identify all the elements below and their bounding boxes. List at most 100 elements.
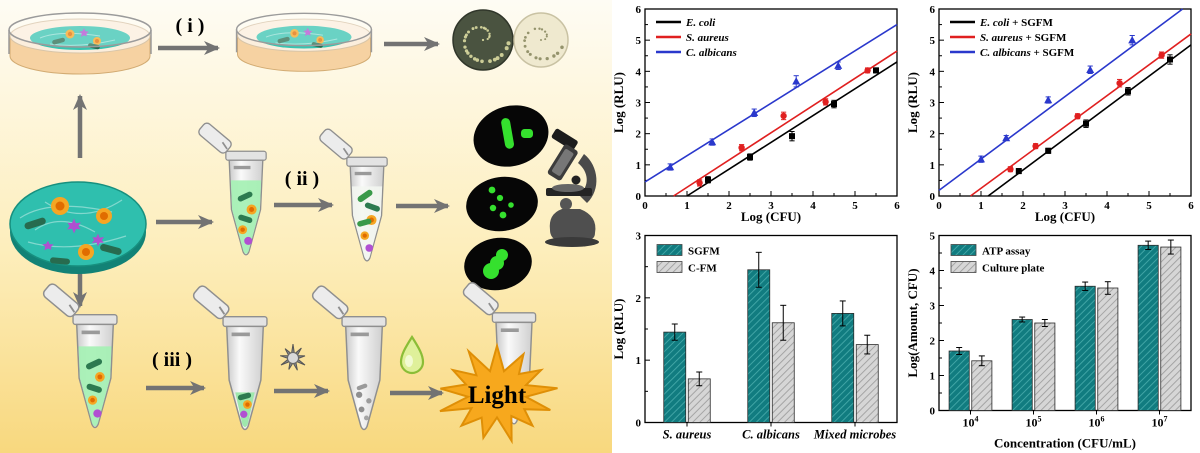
series-s-aureus (970, 33, 1192, 197)
legend-label: C. albicans (686, 47, 737, 59)
svg-text:3: 3 (1062, 200, 1068, 212)
svg-text:3: 3 (768, 200, 774, 212)
step-iii-label: ( iii ) (152, 349, 192, 371)
category-label: 107 (1152, 415, 1168, 430)
svg-text:0: 0 (636, 418, 642, 430)
legend-swatch (656, 261, 683, 273)
step-i-label: ( i ) (176, 15, 205, 37)
svg-text:4: 4 (810, 200, 816, 212)
x-axis-label: Log (CFU) (741, 209, 801, 224)
sample-tube-green-icon (196, 120, 268, 256)
category-label: C. albicans (742, 428, 800, 442)
svg-text:1: 1 (930, 371, 936, 383)
category-label: 104 (963, 415, 979, 430)
svg-text:2: 2 (930, 129, 936, 141)
bar-culture-plate (1097, 287, 1119, 411)
y-axis-label: Log(Amount, CFU) (906, 268, 920, 377)
chart-calibration-curves-sgfm: 0 1 2 3 4 5 6 0 1 2 3 4 5 6 Log (CFU) Log (RLU) E. coli … (906, 0, 1200, 226)
svg-text:0: 0 (642, 200, 648, 212)
bar-sgfm (831, 313, 855, 423)
svg-text:5: 5 (852, 200, 858, 212)
lysis-burst-icon (280, 344, 306, 371)
sample-tube-stained-icon (317, 126, 389, 262)
svg-text:0: 0 (930, 406, 936, 418)
bar-culture-plate (971, 360, 993, 411)
bar-culture-plate (1160, 246, 1182, 411)
svg-text:0: 0 (636, 191, 642, 203)
bar-culture-plate (1034, 322, 1056, 411)
bar-atp-assay (1011, 319, 1033, 411)
agar-plates-icon (452, 9, 569, 71)
svg-text:2: 2 (636, 293, 642, 305)
legend-label: E. coli + SGFM (979, 17, 1054, 29)
svg-text:1: 1 (636, 160, 642, 172)
series-e-coli (686, 61, 898, 197)
category-label: S. aureus (663, 428, 712, 442)
workflow-diagram: ( i ) (0, 0, 612, 453)
chart-bar-atp-vs-culture: 0 1 2 3 4 5 104 105 106 107 Concentration (CFU/mL)… (906, 226, 1200, 453)
svg-text:4: 4 (1104, 200, 1110, 212)
svg-text:2: 2 (1020, 200, 1026, 212)
lysed-tube-icon (309, 283, 387, 431)
svg-text:1: 1 (636, 355, 642, 367)
category-label: 105 (1026, 415, 1042, 430)
svg-text:5: 5 (930, 35, 936, 47)
step-ii-label: ( ii ) (285, 168, 319, 190)
svg-text:4: 4 (930, 266, 936, 278)
y-axis-label: Log (RLU) (612, 72, 626, 133)
svg-text:5: 5 (1146, 200, 1152, 212)
pellet-tube-icon (190, 283, 268, 431)
svg-text:5: 5 (930, 231, 936, 243)
microscope-icon (545, 128, 599, 247)
svg-text:3: 3 (930, 301, 936, 313)
svg-text:6: 6 (1188, 200, 1194, 212)
y-axis-label: Log (RLU) (612, 298, 626, 359)
reagent-drop-icon (399, 334, 425, 375)
legend-label: Culture plate (982, 263, 1045, 275)
svg-text:1: 1 (930, 160, 936, 172)
category-label: 106 (1089, 415, 1105, 430)
bar-sgfm (747, 269, 771, 423)
svg-text:0: 0 (936, 200, 942, 212)
bar-atp-assay (948, 350, 970, 411)
plot-frame (938, 8, 1192, 197)
light-burst-icon (439, 342, 558, 445)
petri-dish-top-right-icon (235, 12, 373, 73)
x-axis-label: Log (CFU) (1035, 209, 1095, 224)
charts-grid: 0 1 2 3 4 5 6 0 1 2 3 4 5 6 Log (CFU) Log (RLU) E. coli S… (612, 0, 1200, 453)
bar-c-fm (855, 344, 879, 423)
legend-label: SGFM (688, 246, 720, 258)
light-label: Light (468, 382, 527, 409)
lysis-tube-green-icon (40, 281, 118, 429)
category-label: Mixed microbes (813, 428, 896, 442)
legend-label: C-FM (688, 263, 717, 275)
series-e-coli (987, 44, 1192, 197)
svg-text:4: 4 (636, 66, 642, 78)
series-s-aureus (673, 50, 898, 197)
fluorescence-micrographs-icon (464, 105, 549, 291)
svg-text:0: 0 (930, 191, 936, 203)
bar-atp-assay (1074, 285, 1096, 411)
svg-text:6: 6 (930, 4, 936, 16)
bar-atp-assay (1137, 244, 1159, 411)
legend-label: ATP assay (982, 246, 1031, 258)
y-axis-label: Log (RLU) (906, 72, 920, 133)
svg-text:2: 2 (930, 336, 936, 348)
legend-label: C. albicans + SGFM (980, 47, 1075, 59)
svg-text:5: 5 (636, 35, 642, 47)
bar-sgfm (663, 331, 687, 423)
svg-text:1: 1 (684, 200, 690, 212)
svg-text:3: 3 (636, 98, 642, 110)
legend-swatch (950, 261, 977, 273)
svg-text:6: 6 (894, 200, 900, 212)
series-c-albicans (644, 23, 898, 183)
plot-frame (644, 234, 898, 424)
legend-label: S. aureus + SGFM (980, 32, 1067, 44)
x-axis-label: Concentration (CFU/mL) (994, 436, 1136, 451)
legend-swatch (656, 244, 683, 256)
svg-text:3: 3 (930, 98, 936, 110)
legend-label: S. aureus (686, 32, 729, 44)
svg-text:3: 3 (636, 231, 642, 243)
membrane-disc-icon (9, 181, 147, 274)
svg-text:6: 6 (636, 4, 642, 16)
